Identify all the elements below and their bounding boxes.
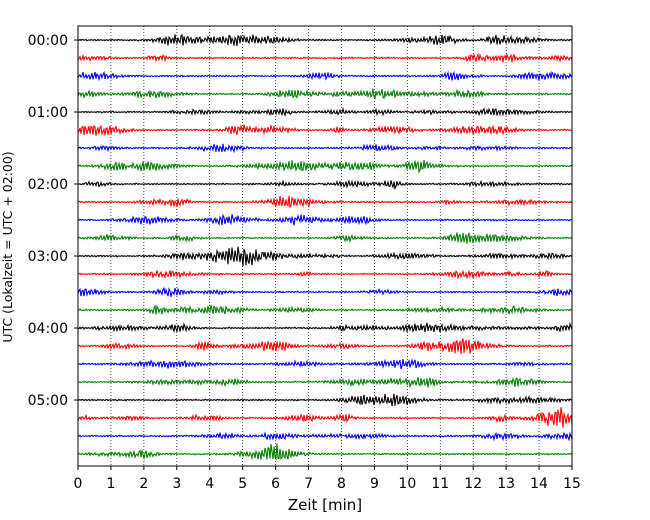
y-tick-label: 03:00 xyxy=(28,249,68,265)
trace-line xyxy=(77,393,573,407)
x-tick-label: 8 xyxy=(337,476,346,492)
x-tick-label: 12 xyxy=(464,476,482,492)
y-tick-label: 02:00 xyxy=(28,177,68,193)
trace-line xyxy=(77,52,573,63)
y-tick-label: 04:00 xyxy=(28,321,68,337)
trace-line xyxy=(77,159,573,175)
y-tick-label: 01:00 xyxy=(28,105,68,121)
trace-line xyxy=(77,431,573,442)
trace-line xyxy=(77,88,573,100)
trace-line xyxy=(77,213,573,226)
trace-line xyxy=(77,179,573,191)
seismic-traces xyxy=(77,33,573,461)
trace-line xyxy=(77,232,573,244)
trace-line xyxy=(77,195,573,209)
x-tick-label: 13 xyxy=(497,476,515,492)
x-tick-label: 4 xyxy=(205,476,214,492)
trace-line xyxy=(77,70,573,82)
trace-line xyxy=(77,443,573,461)
trace-line xyxy=(77,246,573,267)
y-tick-label: 05:00 xyxy=(28,393,68,409)
x-tick-label: 1 xyxy=(106,476,115,492)
trace-line xyxy=(77,286,573,297)
trace-line xyxy=(77,338,573,355)
x-tick-label: 9 xyxy=(370,476,379,492)
trace-line xyxy=(77,33,573,47)
trace-line xyxy=(77,358,573,370)
x-tick-label: 7 xyxy=(304,476,313,492)
x-tick-label: 3 xyxy=(172,476,181,492)
x-tick-label: 6 xyxy=(271,476,280,492)
x-tick-label: 5 xyxy=(238,476,247,492)
x-grid xyxy=(110,26,540,466)
trace-line xyxy=(77,304,573,315)
x-tick-label: 2 xyxy=(139,476,148,492)
trace-line xyxy=(77,143,573,154)
trace-line xyxy=(77,269,573,280)
plot-frame xyxy=(77,25,573,467)
x-axis-label: Zeit [min] xyxy=(288,496,362,514)
x-tick-label: 11 xyxy=(431,476,449,492)
y-axis-label: UTC (Lokalzeit = UTC + 02:00) xyxy=(0,151,15,342)
trace-line xyxy=(77,377,573,389)
trace-line xyxy=(77,407,573,428)
x-tick-label: 10 xyxy=(398,476,416,492)
trace-line xyxy=(77,321,573,334)
trace-line xyxy=(77,106,573,118)
y-tick-label: 00:00 xyxy=(28,33,68,49)
trace-line xyxy=(77,123,573,136)
x-tick-label: 14 xyxy=(530,476,548,492)
x-tick-label: 15 xyxy=(563,476,581,492)
x-tick-label: 0 xyxy=(74,476,83,492)
